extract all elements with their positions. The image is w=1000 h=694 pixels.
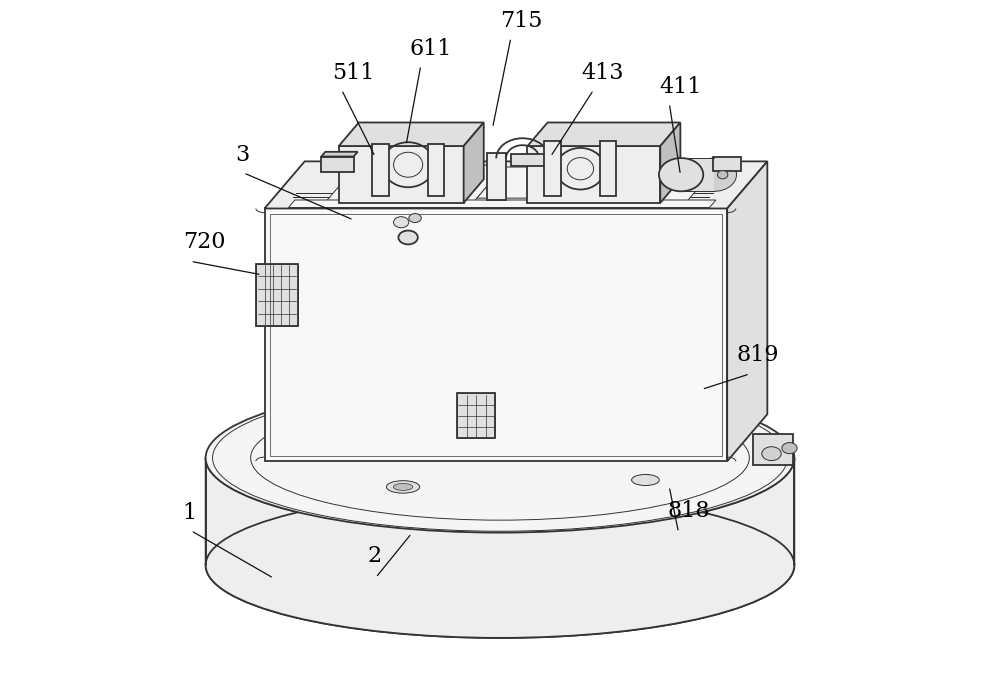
Bar	[753, 434, 793, 465]
Ellipse shape	[659, 158, 703, 192]
Polygon shape	[339, 146, 464, 203]
Bar	[256, 264, 298, 326]
Bar	[457, 393, 495, 439]
Polygon shape	[511, 153, 553, 166]
Polygon shape	[527, 165, 718, 205]
Text: 611: 611	[410, 37, 452, 60]
Bar	[539, 153, 559, 200]
Text: 1: 1	[183, 502, 197, 523]
Ellipse shape	[206, 493, 794, 638]
Text: 715: 715	[500, 10, 542, 32]
Ellipse shape	[717, 171, 728, 179]
Bar	[428, 144, 444, 196]
Ellipse shape	[386, 481, 420, 493]
Polygon shape	[477, 167, 577, 198]
Ellipse shape	[206, 383, 794, 532]
Polygon shape	[713, 157, 741, 171]
Bar	[372, 144, 389, 196]
Polygon shape	[464, 122, 484, 203]
Polygon shape	[321, 157, 354, 171]
Polygon shape	[681, 158, 714, 192]
Polygon shape	[527, 146, 660, 203]
Text: 818: 818	[668, 500, 710, 521]
Polygon shape	[321, 152, 358, 157]
Ellipse shape	[398, 230, 418, 244]
Polygon shape	[660, 122, 680, 203]
Ellipse shape	[409, 214, 421, 223]
Ellipse shape	[782, 443, 797, 454]
Polygon shape	[324, 165, 505, 204]
Ellipse shape	[762, 447, 781, 461]
Polygon shape	[288, 200, 716, 208]
Bar	[270, 214, 722, 456]
Ellipse shape	[394, 217, 409, 228]
Text: 720: 720	[183, 232, 225, 253]
Polygon shape	[265, 208, 727, 462]
Polygon shape	[313, 201, 484, 206]
Text: 511: 511	[332, 62, 375, 84]
Text: 819: 819	[737, 344, 779, 366]
Polygon shape	[206, 458, 794, 638]
Bar	[544, 141, 561, 196]
Ellipse shape	[692, 158, 736, 192]
Bar	[487, 153, 506, 200]
Polygon shape	[265, 162, 767, 208]
Ellipse shape	[393, 484, 413, 491]
Text: 411: 411	[659, 76, 702, 98]
Text: 3: 3	[235, 144, 250, 166]
Ellipse shape	[632, 475, 659, 486]
Polygon shape	[527, 122, 680, 146]
Text: 413: 413	[582, 62, 624, 84]
Polygon shape	[727, 162, 767, 462]
Text: 2: 2	[367, 545, 381, 567]
Bar	[600, 141, 616, 196]
Polygon shape	[339, 122, 484, 146]
